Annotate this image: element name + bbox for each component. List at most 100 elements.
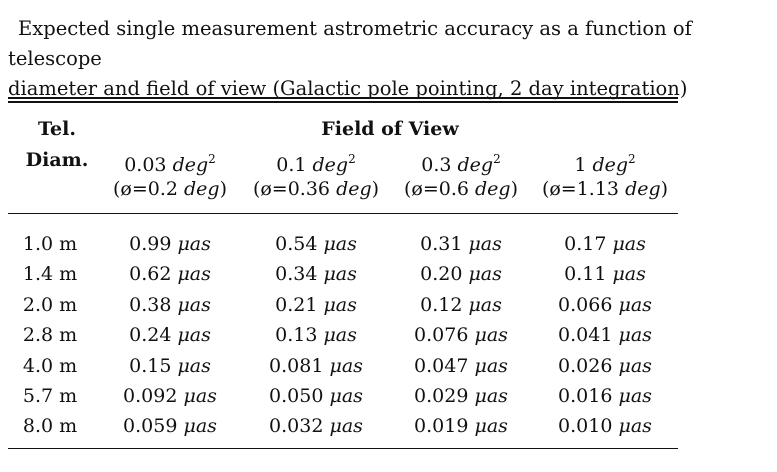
accuracy-unit: μas [474, 324, 508, 347]
accuracy-unit: μas [618, 293, 652, 316]
accuracy-value: 0.54 [275, 233, 318, 255]
table-cell-accuracy: 0.15 μas [129, 355, 211, 377]
accuracy-unit: μas [618, 324, 652, 347]
column-area-unit: deg [592, 154, 629, 176]
column-header-area: 1 deg2 [574, 148, 635, 176]
table-cell-accuracy: 0.081 μas [269, 355, 363, 377]
table-cell-accuracy: 0.17 μas [564, 233, 646, 255]
column-diameter-unit: deg [184, 178, 220, 200]
table-cell-accuracy: 0.050 μas [269, 385, 363, 407]
accuracy-value: 0.24 [129, 324, 172, 347]
accuracy-unit: μas [183, 385, 217, 407]
column-diameter-suffix: ) [219, 178, 228, 200]
table-cell-accuracy: 0.62 μas [129, 263, 211, 285]
accuracy-value: 0.019 [414, 415, 469, 438]
accuracy-unit: μas [177, 354, 211, 377]
accuracy-unit: μas [323, 263, 357, 286]
column-diameter-prefix: (ø=0.36 [252, 178, 337, 200]
accuracy-unit: μas [177, 293, 211, 316]
column-diameter-prefix: (ø=0.2 [112, 178, 185, 200]
table-cell-accuracy: 0.032 μas [269, 415, 363, 437]
table-cell-accuracy: 0.092 μas [123, 385, 217, 407]
accuracy-value: 0.15 [129, 354, 172, 377]
table-cell-accuracy: 0.076 μas [414, 324, 508, 346]
accuracy-value: 0.041 [558, 324, 613, 347]
accuracy-value: 0.081 [269, 354, 324, 377]
table-cell-accuracy: 0.31 μas [420, 233, 502, 255]
table-row-diameter: 2.8 m [22, 324, 78, 347]
table-cell-accuracy: 0.019 μas [414, 415, 508, 437]
accuracy-value: 0.31 [420, 233, 463, 255]
accuracy-unit: μas [177, 263, 211, 286]
column-area-unit: deg [312, 154, 349, 176]
column-diameter-prefix: (ø=0.6 [403, 178, 476, 200]
accuracy-unit: μas [323, 233, 357, 255]
row-header-line-2: Diam. [25, 149, 89, 171]
accuracy-value: 0.38 [129, 293, 172, 316]
accuracy-value: 0.026 [558, 354, 613, 377]
table-cell-accuracy: 0.059 μas [123, 415, 217, 437]
column-area-unit: deg [457, 154, 494, 176]
table-cell-accuracy: 0.13 μas [275, 324, 357, 346]
table-cell-accuracy: 0.54 μas [275, 233, 357, 255]
table-cell-accuracy: 0.029 μas [414, 385, 508, 407]
table-row-diameter: 1.4 m [22, 263, 78, 286]
column-diameter-prefix: (ø=1.13 [541, 178, 626, 200]
caption-line-2: diameter and field of view (Galactic pol… [8, 77, 688, 100]
column-area-value: 0.1 [276, 154, 307, 176]
accuracy-unit: μas [323, 293, 357, 316]
accuracy-unit: μas [177, 324, 211, 347]
row-header-line-1: Tel. [38, 118, 76, 140]
table-cell-accuracy: 0.026 μas [558, 355, 652, 377]
accuracy-unit: μas [474, 385, 508, 407]
column-area-exponent: 2 [493, 152, 501, 166]
accuracy-unit: μas [183, 415, 217, 438]
accuracy-unit: μas [474, 354, 508, 377]
column-area-exponent: 2 [208, 152, 216, 166]
accuracy-unit: μas [468, 263, 502, 286]
column-area-exponent: 2 [628, 152, 636, 166]
table-row-diameter: 4.0 m [22, 354, 78, 377]
accuracy-value: 0.11 [564, 263, 607, 286]
caption-line-1: Expected single measurement astrometric … [8, 17, 692, 70]
accuracy-value: 0.34 [275, 263, 318, 286]
table-caption: Expected single measurement astrometric … [8, 14, 773, 104]
table-cell-accuracy: 0.38 μas [129, 294, 211, 316]
table-cell-accuracy: 0.010 μas [558, 415, 652, 437]
accuracy-value: 0.20 [420, 263, 463, 286]
column-diameter-unit: deg [336, 178, 372, 200]
table-row-diameter: 5.7 m [22, 385, 78, 407]
table-cell-accuracy: 0.34 μas [275, 263, 357, 285]
column-header-diameter: (ø=0.36 deg) [253, 178, 379, 200]
table-cell-accuracy: 0.041 μas [558, 324, 652, 346]
column-diameter-unit: deg [475, 178, 511, 200]
accuracy-value: 0.21 [275, 293, 318, 316]
accuracy-unit: μas [468, 233, 502, 255]
accuracy-unit: μas [618, 354, 652, 377]
accuracy-unit: μas [612, 233, 646, 255]
table-cell-accuracy: 0.21 μas [275, 294, 357, 316]
column-area-exponent: 2 [348, 152, 356, 166]
column-diameter-suffix: ) [510, 178, 519, 200]
accuracy-unit: μas [618, 385, 652, 407]
accuracy-unit: μas [618, 415, 652, 438]
table-cell-accuracy: 0.20 μas [420, 263, 502, 285]
column-area-value: 0.3 [421, 154, 452, 176]
accuracy-value: 0.076 [414, 324, 469, 347]
accuracy-unit: μas [329, 354, 363, 377]
table-cell-accuracy: 0.066 μas [558, 294, 652, 316]
column-header-diameter: (ø=0.2 deg) [113, 178, 227, 200]
top-rule-inner [8, 101, 678, 103]
accuracy-value: 0.032 [269, 415, 324, 438]
column-header-diameter: (ø=0.6 deg) [404, 178, 518, 200]
column-area-value: 0.03 [124, 154, 167, 176]
table-row-diameter: 1.0 m [22, 233, 78, 255]
accuracy-value: 0.047 [414, 354, 469, 377]
column-header-area: 0.03 deg2 [124, 148, 216, 176]
accuracy-value: 0.050 [269, 385, 324, 407]
accuracy-unit: μas [329, 385, 363, 407]
header-separator-rule [8, 213, 678, 215]
accuracy-unit: μas [329, 415, 363, 438]
column-area-unit: deg [172, 154, 209, 176]
table-cell-accuracy: 0.016 μas [558, 385, 652, 407]
